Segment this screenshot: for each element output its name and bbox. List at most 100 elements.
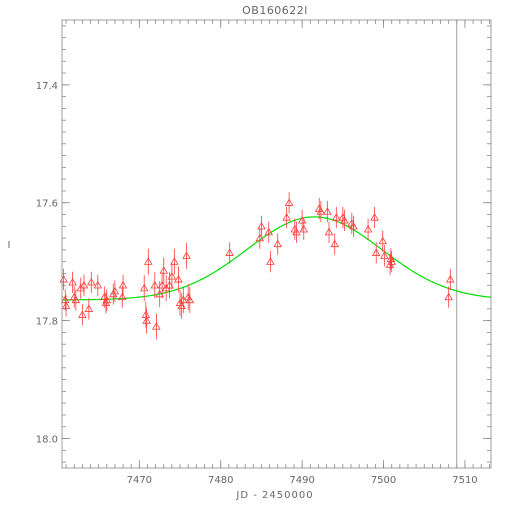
- data-point: [284, 192, 294, 214]
- y-tick-label: 18.0: [36, 435, 58, 446]
- data-point: [60, 289, 70, 311]
- triangle-marker: [165, 280, 174, 289]
- triangle-marker: [273, 239, 283, 248]
- data-point: [68, 271, 77, 293]
- triangle-marker: [282, 213, 291, 221]
- triangle-marker: [264, 227, 274, 236]
- data-point: [340, 209, 349, 232]
- data-point: [152, 313, 161, 340]
- triangle-marker: [386, 254, 396, 262]
- triangle-marker: [330, 239, 339, 248]
- triangle-marker: [225, 248, 234, 256]
- triangle-marker: [316, 207, 326, 215]
- triangle-marker: [371, 248, 381, 256]
- data-point: [255, 227, 265, 249]
- triangle-marker: [332, 213, 341, 221]
- data-point: [143, 248, 153, 275]
- data-point: [380, 245, 389, 267]
- data-point: [87, 271, 96, 293]
- data-point: [110, 280, 120, 302]
- data-point: [170, 248, 179, 275]
- triangle-marker: [380, 251, 389, 259]
- triangle-marker: [84, 304, 94, 312]
- data-point: [330, 233, 339, 255]
- data-point: [371, 242, 381, 264]
- data-point: [102, 289, 112, 311]
- data-point: [378, 230, 388, 252]
- triangle-marker: [363, 224, 373, 233]
- data-point: [182, 242, 191, 269]
- triangle-marker: [299, 224, 309, 233]
- data-point: [446, 268, 455, 290]
- data-point: [282, 206, 291, 229]
- data-point: [79, 274, 89, 296]
- data-point: [139, 275, 149, 302]
- data-point: [159, 257, 169, 284]
- data-point: [225, 242, 234, 264]
- triangle-marker: [182, 251, 191, 259]
- data-point: [385, 254, 395, 276]
- triangle-marker: [349, 221, 358, 230]
- axis-ticks: [62, 20, 491, 468]
- data-point: [69, 286, 79, 308]
- data-points: [59, 192, 455, 340]
- triangle-marker: [167, 272, 177, 280]
- triangle-marker: [139, 283, 149, 292]
- triangle-marker: [87, 277, 96, 286]
- x-tick-label: 7470: [127, 475, 152, 486]
- triangle-marker: [150, 280, 160, 289]
- data-point: [185, 287, 195, 313]
- data-point: [292, 221, 301, 243]
- triangle-marker: [142, 316, 151, 324]
- triangle-marker: [143, 257, 153, 265]
- axis-tick-labels: 7470 7480 7490 7500 7510 17.4 17.6 17.8 18.0: [36, 81, 478, 486]
- triangle-marker: [155, 289, 164, 298]
- triangle-marker: [60, 295, 70, 304]
- triangle-marker: [446, 274, 455, 283]
- model-curve: [62, 216, 492, 301]
- triangle-marker: [157, 280, 167, 289]
- data-point: [273, 233, 283, 255]
- triangle-marker: [71, 295, 81, 304]
- triangle-marker: [292, 227, 301, 236]
- triangle-marker: [118, 280, 128, 289]
- triangle-marker: [68, 277, 77, 286]
- triangle-marker: [444, 292, 453, 301]
- triangle-marker: [284, 198, 294, 206]
- data-point: [444, 286, 453, 308]
- x-tick-label: 7510: [452, 475, 477, 486]
- data-point: [118, 274, 128, 296]
- data-point: [141, 301, 151, 328]
- triangle-marker: [159, 266, 169, 274]
- data-point: [59, 268, 68, 290]
- triangle-marker: [110, 286, 120, 295]
- triangle-marker: [170, 257, 179, 265]
- plot-frame: [61, 19, 492, 469]
- x-tick-label: 7480: [208, 475, 233, 486]
- triangle-marker: [102, 295, 112, 304]
- y-axis-label: I: [8, 240, 11, 251]
- data-point: [183, 284, 193, 311]
- triangle-marker: [266, 257, 275, 265]
- triangle-marker: [370, 213, 379, 221]
- data-point: [370, 206, 379, 229]
- x-tick-label: 7490: [289, 475, 314, 486]
- triangle-marker: [323, 207, 332, 215]
- triangle-marker: [257, 221, 266, 230]
- data-point: [84, 298, 94, 320]
- y-tick-label: 17.4: [36, 81, 58, 92]
- triangle-marker: [324, 227, 334, 236]
- data-point: [167, 263, 177, 290]
- triangle-marker: [152, 322, 161, 330]
- triangle-marker: [141, 310, 151, 318]
- x-tick-label: 7500: [371, 475, 396, 486]
- triangle-marker: [185, 295, 195, 304]
- triangle-marker: [93, 280, 103, 289]
- data-point: [257, 215, 266, 237]
- data-point: [117, 286, 127, 308]
- data-point: [264, 221, 274, 243]
- triangle-marker: [378, 236, 388, 245]
- triangle-marker: [79, 280, 89, 289]
- triangle-marker: [385, 260, 395, 268]
